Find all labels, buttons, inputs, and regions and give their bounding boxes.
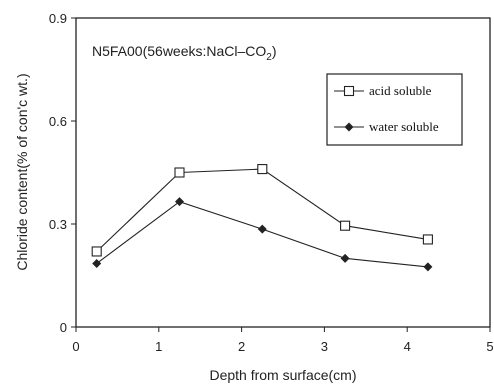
chart-annotation: N5FA00(56weeks:NaCl–CO2) <box>92 43 277 63</box>
x-tick-label: 5 <box>486 339 493 354</box>
legend-marker-water <box>344 122 354 132</box>
data-point <box>257 164 268 175</box>
y-tick-label: 0.9 <box>49 11 67 26</box>
data-point <box>340 220 351 231</box>
x-axis: 0 1 2 3 4 5 <box>72 327 494 354</box>
y-tick-label: 0.6 <box>49 114 67 129</box>
data-point <box>422 234 433 245</box>
data-point <box>92 258 102 268</box>
legend-marker-acid <box>343 85 355 97</box>
series-layer <box>91 164 433 272</box>
legend: acid soluble water soluble <box>326 73 463 146</box>
data-point <box>423 262 433 272</box>
y-axis: 0 0.3 0.6 0.9 <box>49 11 76 335</box>
data-point <box>340 253 350 263</box>
y-tick-label: 0.3 <box>49 217 67 232</box>
series-line <box>96 168 428 252</box>
legend-box <box>326 73 463 146</box>
x-tick-label: 3 <box>321 339 328 354</box>
data-point <box>91 246 102 257</box>
plot-frame <box>75 17 491 328</box>
x-tick-label: 2 <box>238 339 245 354</box>
series-acid-soluble <box>91 164 433 257</box>
legend-label-water: water soluble <box>369 119 439 134</box>
data-point <box>174 167 185 178</box>
data-point <box>257 224 267 234</box>
y-axis-label: Chloride content(% of con'c wt.) <box>14 73 30 270</box>
y-tick-label: 0 <box>60 320 67 335</box>
data-point <box>175 197 184 207</box>
series-line <box>96 201 428 268</box>
x-tick-label: 4 <box>404 339 411 354</box>
legend-label-acid: acid soluble <box>369 83 432 98</box>
series-water-soluble <box>92 197 433 272</box>
x-axis-label: Depth from surface(cm) <box>209 367 356 383</box>
x-tick-label: 0 <box>72 339 79 354</box>
x-tick-label: 1 <box>155 339 162 354</box>
